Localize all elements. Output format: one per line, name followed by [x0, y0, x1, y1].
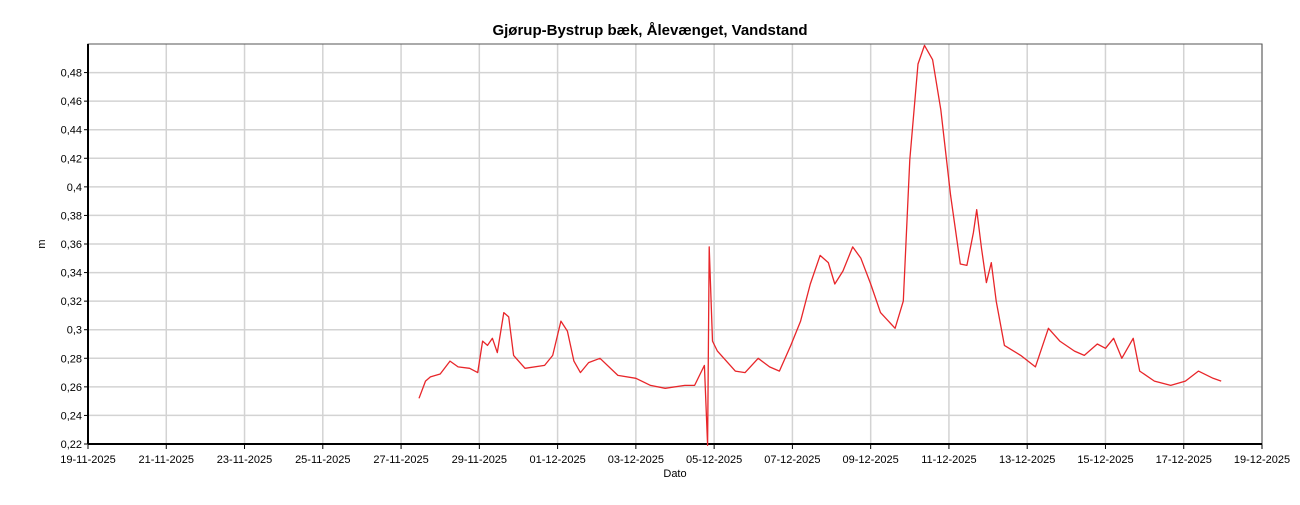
x-tick-label: 29-11-2025 — [452, 454, 507, 466]
x-tick-label: 17-12-2025 — [1156, 454, 1212, 466]
x-tick-label: 07-12-2025 — [764, 454, 820, 466]
x-tick-label: 13-12-2025 — [999, 454, 1055, 466]
x-axis-label: Dato — [663, 468, 686, 480]
y-tick-label: 0,48 — [61, 68, 82, 80]
x-tick-label: 01-12-2025 — [529, 454, 585, 466]
y-tick-label: 0,42 — [61, 153, 82, 165]
y-tick-label: 0,28 — [61, 353, 82, 365]
x-tick-label: 21-11-2025 — [139, 454, 194, 466]
y-tick-label: 0,26 — [61, 382, 82, 394]
x-tick-label: 15-12-2025 — [1077, 454, 1133, 466]
y-tick-label: 0,34 — [61, 268, 82, 280]
x-tick-label: 25-11-2025 — [295, 454, 350, 466]
y-tick-label: 0,4 — [67, 182, 82, 194]
y-tick-label: 0,3 — [67, 325, 82, 337]
y-tick-label: 0,44 — [61, 125, 82, 137]
x-tick-label: 27-11-2025 — [373, 454, 428, 466]
y-tick-label: 0,22 — [61, 439, 82, 451]
y-tick-label: 0,36 — [61, 239, 82, 251]
x-tick-label: 05-12-2025 — [686, 454, 742, 466]
x-tick-label: 03-12-2025 — [608, 454, 664, 466]
y-axis-label: m — [36, 239, 48, 248]
y-tick-label: 0,46 — [61, 96, 82, 108]
chart-title: Gjørup-Bystrup bæk, Ålevænget, Vandstand — [492, 22, 807, 39]
y-tick-label: 0,32 — [61, 296, 82, 308]
x-tick-label: 19-12-2025 — [1234, 454, 1290, 466]
x-tick-label: 23-11-2025 — [217, 454, 272, 466]
y-tick-label: 0,38 — [61, 210, 82, 222]
x-tick-label: 11-12-2025 — [921, 454, 976, 466]
x-tick-label: 19-11-2025 — [60, 454, 115, 466]
y-tick-label: 0,24 — [61, 410, 82, 422]
x-tick-label: 09-12-2025 — [843, 454, 899, 466]
data-line — [418, 44, 1222, 447]
